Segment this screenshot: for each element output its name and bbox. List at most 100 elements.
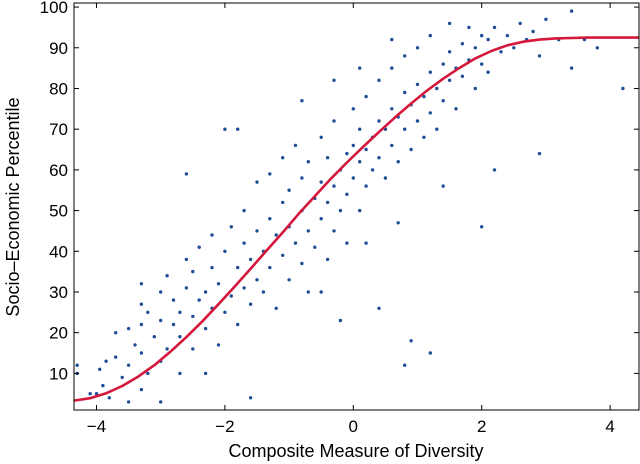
scatter-point — [428, 33, 432, 38]
scatter-point — [415, 46, 420, 50]
scatter-point — [306, 290, 310, 294]
scatter-point — [216, 343, 221, 347]
scatter-point — [242, 241, 246, 245]
scatter-point — [178, 335, 182, 339]
scatter-point — [101, 383, 105, 388]
scatter-point — [505, 33, 510, 38]
scatter-point — [248, 257, 253, 262]
scatter-point — [467, 25, 471, 30]
scatter-point — [210, 265, 214, 270]
scatter-point — [390, 66, 394, 70]
y-tick-label: 20 — [49, 324, 68, 343]
scatter-point — [223, 249, 227, 253]
y-tick-label: 80 — [49, 79, 68, 98]
scatter-point — [268, 217, 272, 221]
scatter-point — [351, 176, 355, 180]
y-tick-label: 10 — [49, 364, 68, 383]
scatter-point — [447, 21, 452, 26]
x-axis-title: Composite Measure of Diversity — [228, 441, 483, 461]
scatter-point — [409, 339, 413, 343]
scatter-point — [473, 46, 477, 50]
scatter-point — [390, 143, 394, 148]
scatter-point — [126, 363, 131, 367]
scatter-point — [390, 37, 394, 42]
scatter-point — [236, 322, 240, 327]
scatter-point — [358, 160, 362, 164]
scatter-point — [358, 127, 362, 131]
scatter-point — [512, 46, 516, 50]
scatter-point — [114, 331, 118, 335]
scatter-point — [107, 396, 112, 400]
scatter-point — [242, 286, 246, 290]
scatter-point — [569, 66, 574, 70]
scatter-point — [415, 119, 420, 123]
scatter-point — [480, 33, 484, 38]
scatter-point — [88, 392, 92, 396]
scatter-point — [492, 168, 497, 172]
scatter-point — [178, 371, 182, 376]
x-tick-label: 0 — [349, 417, 358, 436]
scatter-point — [126, 400, 131, 404]
scatter-point — [165, 274, 169, 278]
scatter-point — [248, 302, 253, 306]
scatter-point — [306, 229, 310, 233]
scatter-point — [351, 107, 355, 111]
scatter-point — [287, 188, 291, 192]
y-tick-label: 90 — [49, 39, 68, 58]
scatter-point — [460, 42, 465, 46]
scatter-point — [447, 78, 452, 83]
scatter-point — [364, 184, 368, 188]
scatter-point — [300, 176, 304, 180]
scatter-point — [364, 94, 368, 99]
scatter-point — [281, 156, 285, 160]
scatter-point — [319, 290, 323, 294]
scatter-point — [377, 156, 381, 160]
scatter-point — [447, 50, 452, 54]
scatter-point — [435, 127, 439, 131]
scatter-point — [159, 290, 163, 294]
scatter-point — [435, 86, 439, 91]
scatter-point — [319, 217, 323, 221]
scatter-point — [621, 86, 625, 91]
y-axis-title: Socio–Economic Percentile — [3, 97, 23, 316]
scatter-point — [422, 94, 426, 99]
scatter-point — [191, 269, 195, 274]
scatter-point — [325, 257, 330, 262]
scatter-point — [203, 290, 208, 294]
plot-frame — [73, 2, 640, 411]
scatter-point — [569, 9, 574, 13]
scatter-point — [159, 318, 163, 323]
scatter-point — [345, 151, 349, 156]
scatter-point — [422, 135, 426, 139]
scatter-point — [229, 225, 233, 229]
scatter-point — [104, 359, 108, 363]
scatter-point — [268, 265, 272, 270]
fit-curve-layer — [73, 36, 639, 402]
scatter-point — [454, 107, 458, 111]
scatter-point — [287, 278, 291, 282]
scatter-point — [191, 347, 195, 351]
scatter-point — [223, 127, 227, 131]
x-axis-ticks: −4 −2 0 2 4 — [87, 3, 615, 436]
scatter-point — [255, 229, 259, 233]
scatter-point — [441, 62, 445, 66]
scatter-point — [139, 282, 144, 286]
scatter-point — [370, 168, 375, 172]
scatter-point — [203, 371, 208, 376]
scatter-point — [403, 363, 407, 367]
scatter-point — [390, 107, 394, 111]
scatter-point — [178, 310, 182, 314]
scatter-point — [480, 225, 484, 229]
scatter-point — [146, 371, 150, 376]
scatter-point — [146, 310, 150, 314]
scatter-point — [428, 351, 432, 355]
scatter-point — [171, 298, 176, 302]
scatter-point — [338, 318, 343, 323]
scatter-point — [139, 322, 144, 327]
scatter-point — [75, 363, 79, 367]
scatter-point — [441, 184, 445, 188]
scatter-point — [325, 200, 330, 205]
scatter-point — [216, 282, 221, 286]
scatter-point — [139, 351, 144, 355]
scatter-point — [293, 143, 298, 148]
